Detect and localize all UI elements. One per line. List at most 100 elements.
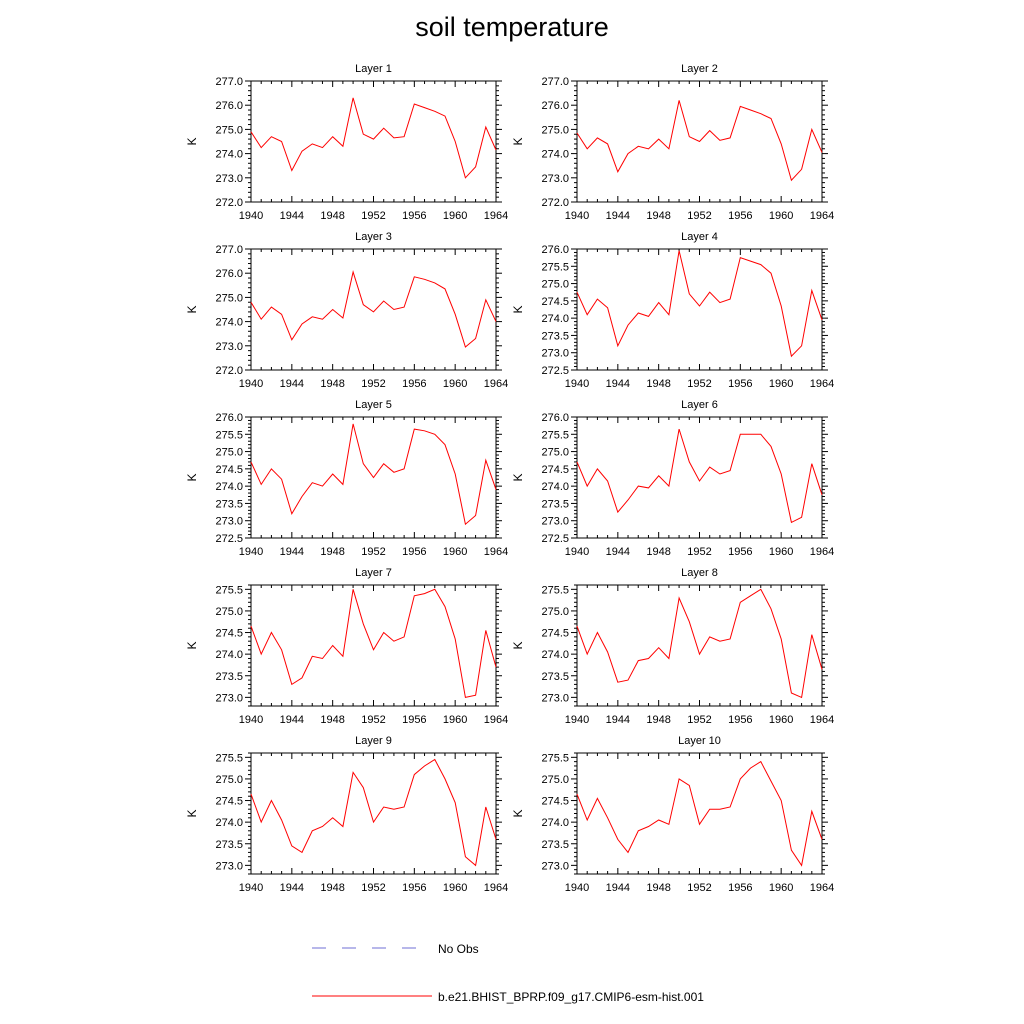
x-tick-label: 1952 <box>361 546 385 558</box>
x-tick-label: 1956 <box>402 210 426 222</box>
x-tick-label: 1940 <box>565 546 589 558</box>
plot-frame <box>576 752 823 875</box>
x-tick-label: 1948 <box>646 714 670 726</box>
y-tick-label: 275.5 <box>541 584 569 596</box>
y-tick-label: 275.0 <box>541 124 569 136</box>
y-tick-label: 275.5 <box>215 752 243 764</box>
x-tick-label: 1964 <box>810 378 834 390</box>
y-axis-label: K <box>511 305 525 313</box>
y-tick-label: 272.5 <box>215 533 243 545</box>
y-tick-label: 276.0 <box>215 412 243 424</box>
x-tick-label: 1964 <box>484 714 508 726</box>
y-tick-label: 273.0 <box>541 692 569 704</box>
y-tick-label: 274.0 <box>541 149 569 161</box>
page-title: soil temperature <box>415 12 609 42</box>
x-tick-label: 1960 <box>769 378 793 390</box>
x-tick-label: 1948 <box>320 546 344 558</box>
x-tick-label: 1940 <box>239 210 263 222</box>
x-tick-label: 1960 <box>443 714 467 726</box>
y-tick-label: 276.0 <box>541 412 569 424</box>
y-tick-label: 273.5 <box>541 498 569 510</box>
x-tick-label: 1964 <box>810 546 834 558</box>
y-tick-label: 275.5 <box>215 429 243 441</box>
y-tick-label: 274.0 <box>215 481 243 493</box>
y-tick-label: 275.5 <box>215 584 243 596</box>
y-tick-label: 277.0 <box>215 76 243 88</box>
y-tick-label: 274.5 <box>541 464 569 476</box>
y-tick-label: 274.5 <box>541 628 569 640</box>
x-tick-label: 1956 <box>402 714 426 726</box>
x-tick-label: 1952 <box>361 378 385 390</box>
series-line <box>250 423 497 526</box>
y-tick-label: 273.0 <box>541 516 569 528</box>
y-tick-label: 277.0 <box>215 244 243 256</box>
y-tick-label: 273.0 <box>541 348 569 360</box>
panel-title: Layer 5 <box>355 399 392 411</box>
x-tick-label: 1952 <box>687 210 711 222</box>
x-tick-label: 1952 <box>361 882 385 894</box>
series-line <box>250 588 497 698</box>
panel-title: Layer 3 <box>355 231 392 243</box>
y-tick-label: 273.0 <box>215 860 243 872</box>
y-tick-label: 275.0 <box>541 774 569 786</box>
y-tick-label: 276.0 <box>215 268 243 280</box>
x-tick-label: 1944 <box>606 546 630 558</box>
series-line <box>576 588 823 699</box>
x-tick-label: 1948 <box>646 546 670 558</box>
x-tick-label: 1960 <box>769 546 793 558</box>
x-tick-label: 1952 <box>687 882 711 894</box>
panel-title: Layer 6 <box>681 399 718 411</box>
y-tick-label: 277.0 <box>541 76 569 88</box>
y-tick-label: 274.5 <box>215 464 243 476</box>
x-tick-label: 1944 <box>606 882 630 894</box>
series-line <box>250 270 497 348</box>
series-line <box>576 428 823 524</box>
y-tick-label: 275.5 <box>541 261 569 273</box>
y-tick-label: 274.5 <box>541 296 569 308</box>
y-tick-label: 272.0 <box>215 197 243 209</box>
x-tick-label: 1960 <box>443 546 467 558</box>
x-tick-label: 1948 <box>646 882 670 894</box>
y-tick-label: 275.0 <box>541 447 569 459</box>
series-line <box>576 250 823 358</box>
y-tick-label: 272.0 <box>215 365 243 377</box>
y-tick-label: 274.0 <box>541 481 569 493</box>
y-tick-label: 273.5 <box>215 839 243 851</box>
y-tick-label: 275.5 <box>541 752 569 764</box>
panel-title: Layer 2 <box>681 63 718 75</box>
y-tick-label: 273.0 <box>215 173 243 185</box>
y-tick-label: 274.5 <box>541 796 569 808</box>
y-tick-label: 273.0 <box>215 516 243 528</box>
y-tick-label: 274.0 <box>215 317 243 329</box>
y-tick-label: 274.0 <box>541 817 569 829</box>
y-axis-label: K <box>511 641 525 649</box>
x-tick-label: 1960 <box>769 210 793 222</box>
y-tick-label: 273.0 <box>541 173 569 185</box>
y-tick-label: 275.0 <box>215 774 243 786</box>
x-tick-label: 1956 <box>402 882 426 894</box>
y-tick-label: 274.0 <box>215 817 243 829</box>
series-line <box>576 100 823 182</box>
x-tick-label: 1952 <box>361 714 385 726</box>
x-tick-label: 1960 <box>769 714 793 726</box>
x-tick-label: 1944 <box>280 378 304 390</box>
series-line <box>250 758 497 867</box>
x-tick-label: 1952 <box>687 546 711 558</box>
x-tick-label: 1964 <box>484 546 508 558</box>
x-tick-label: 1948 <box>320 210 344 222</box>
y-tick-label: 275.0 <box>541 279 569 291</box>
x-tick-label: 1964 <box>484 882 508 894</box>
x-tick-label: 1952 <box>361 210 385 222</box>
x-tick-label: 1944 <box>280 210 304 222</box>
y-tick-label: 275.5 <box>541 429 569 441</box>
panel-title: Layer 1 <box>355 63 392 75</box>
x-tick-label: 1956 <box>728 378 752 390</box>
panel-title: Layer 4 <box>681 231 718 243</box>
